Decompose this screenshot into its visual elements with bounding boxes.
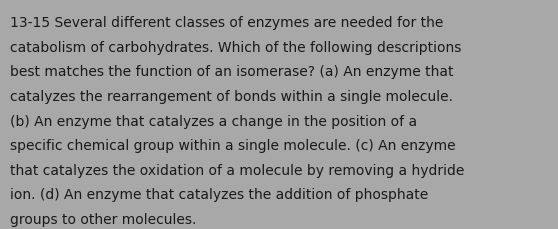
- Text: catalyzes the rearrangement of bonds within a single molecule.: catalyzes the rearrangement of bonds wit…: [10, 90, 453, 104]
- Text: specific chemical group within a single molecule. (c) An enzyme: specific chemical group within a single …: [10, 139, 456, 153]
- Text: (b) An enzyme that catalyzes a change in the position of a: (b) An enzyme that catalyzes a change in…: [10, 114, 417, 128]
- Text: catabolism of carbohydrates. Which of the following descriptions: catabolism of carbohydrates. Which of th…: [10, 41, 461, 55]
- Text: ion. (d) An enzyme that catalyzes the addition of phosphate: ion. (d) An enzyme that catalyzes the ad…: [10, 188, 429, 202]
- Text: groups to other molecules.: groups to other molecules.: [10, 212, 196, 226]
- Text: best matches the function of an isomerase? (a) An enzyme that: best matches the function of an isomeras…: [10, 65, 454, 79]
- Text: that catalyzes the oxidation of a molecule by removing a hydride: that catalyzes the oxidation of a molecu…: [10, 163, 464, 177]
- Text: 13-15 Several different classes of enzymes are needed for the: 13-15 Several different classes of enzym…: [10, 16, 444, 30]
